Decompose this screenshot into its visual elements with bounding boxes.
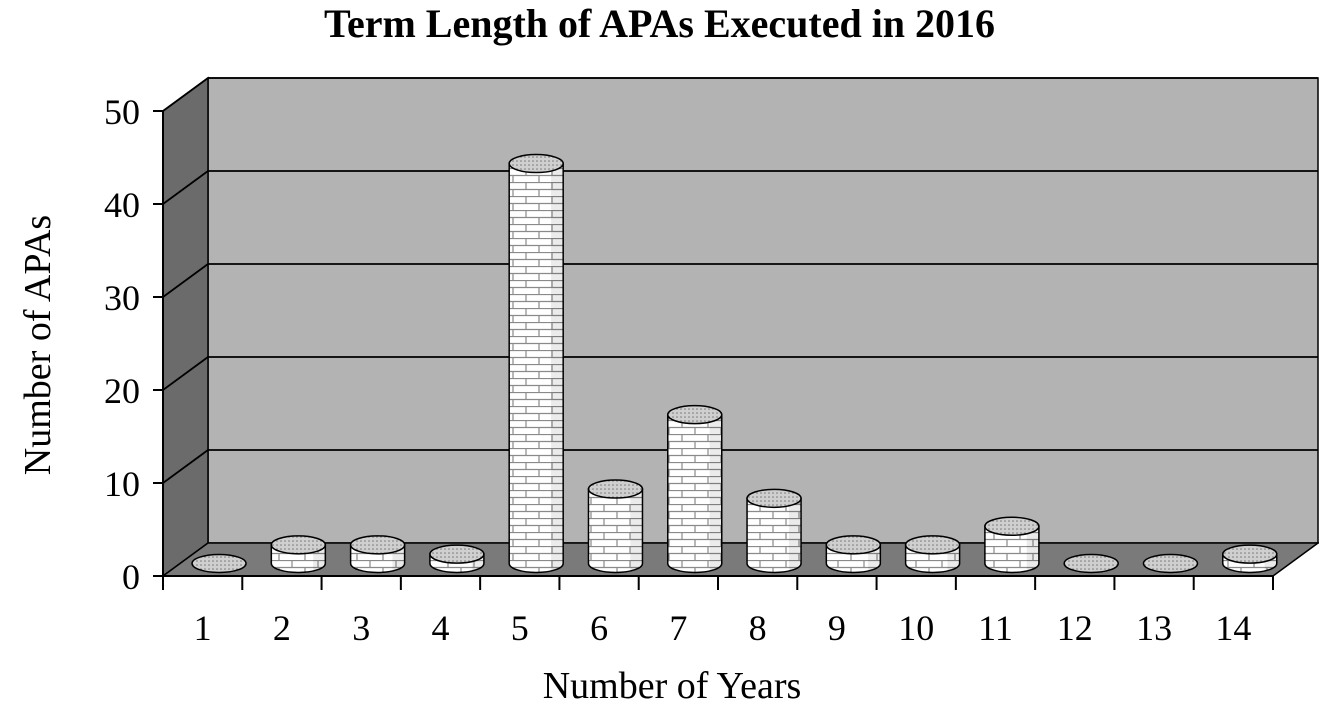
gridline-side <box>162 263 209 298</box>
x-tick-label: 11 <box>978 608 1013 648</box>
bar-body <box>667 413 723 574</box>
bar <box>508 153 564 574</box>
bar-top <box>191 553 247 574</box>
bar-body <box>746 497 802 574</box>
bar <box>191 553 247 574</box>
bar-shade <box>630 489 643 571</box>
x-tick-label: 10 <box>898 608 934 648</box>
bar-body <box>587 488 644 574</box>
bar <box>349 535 406 574</box>
bar-top <box>825 535 882 555</box>
x-tick-label: 4 <box>432 608 450 648</box>
bar-shade <box>709 414 722 571</box>
bar-shade <box>1026 526 1039 571</box>
bar <box>270 535 327 574</box>
bar-top <box>508 153 564 174</box>
bar-top <box>1222 544 1278 564</box>
gridline-side <box>162 356 209 391</box>
bar-body <box>508 162 564 574</box>
x-tick-label: 3 <box>352 608 370 648</box>
y-tick-label: 10 <box>104 464 140 504</box>
y-tick-label: 40 <box>104 185 140 225</box>
gridlines <box>162 77 1318 484</box>
bar-top <box>984 516 1040 536</box>
bar-top <box>746 488 802 509</box>
bar-top <box>270 535 327 555</box>
gridline-side <box>162 170 209 205</box>
x-tick-label: 14 <box>1215 608 1251 648</box>
bar-top <box>667 404 723 425</box>
bar <box>746 488 802 574</box>
bar-top <box>1142 553 1199 574</box>
y-tick-label: 20 <box>104 371 140 411</box>
floor <box>160 542 1319 577</box>
gridline-side <box>162 77 209 112</box>
y-tick-label: 50 <box>104 92 140 132</box>
bar-top <box>904 535 961 555</box>
bar <box>429 544 485 574</box>
back-wall <box>207 77 1319 544</box>
bar <box>1142 553 1199 574</box>
gridline-side <box>162 449 209 484</box>
bar <box>1063 553 1119 574</box>
x-tick-labels: 1 2 3 4 5 6 7 8 9 10 11 12 13 14 <box>194 608 1252 648</box>
bars <box>191 153 1278 574</box>
bar-shade <box>788 498 802 571</box>
bar-shade <box>551 163 564 571</box>
bar <box>984 516 1040 574</box>
x-tick-label: 6 <box>590 608 608 648</box>
x-tick-label: 12 <box>1057 608 1093 648</box>
x-tick-label: 2 <box>273 608 291 648</box>
y-tick-label: 30 <box>104 278 140 318</box>
bar-body <box>984 525 1040 574</box>
y-tick-label: 0 <box>122 557 140 597</box>
x-axis-label: Number of Years <box>542 665 802 707</box>
chart-walls <box>160 76 1319 578</box>
bar <box>825 535 882 574</box>
bar <box>587 479 644 574</box>
x-tick-label: 1 <box>194 608 212 648</box>
axes <box>153 110 1274 590</box>
bar-top <box>587 479 644 499</box>
x-tick-label: 13 <box>1136 608 1172 648</box>
x-tick-label: 5 <box>511 608 529 648</box>
x-tick-label: 8 <box>749 608 767 648</box>
bar-top <box>429 544 485 564</box>
bar-top <box>1063 553 1119 574</box>
bar-top <box>349 535 406 555</box>
chart-title: Term Length of APAs Executed in 2016 <box>323 1 996 46</box>
side-wall <box>162 76 209 578</box>
y-axis-label: Number of APAs <box>17 214 59 476</box>
bar <box>904 535 961 574</box>
bar <box>1222 544 1278 574</box>
x-tick-label: 9 <box>828 608 846 648</box>
y-tick-labels: 0 10 20 30 40 50 <box>104 92 140 597</box>
bar <box>667 404 723 574</box>
x-tick-label: 7 <box>669 608 687 648</box>
